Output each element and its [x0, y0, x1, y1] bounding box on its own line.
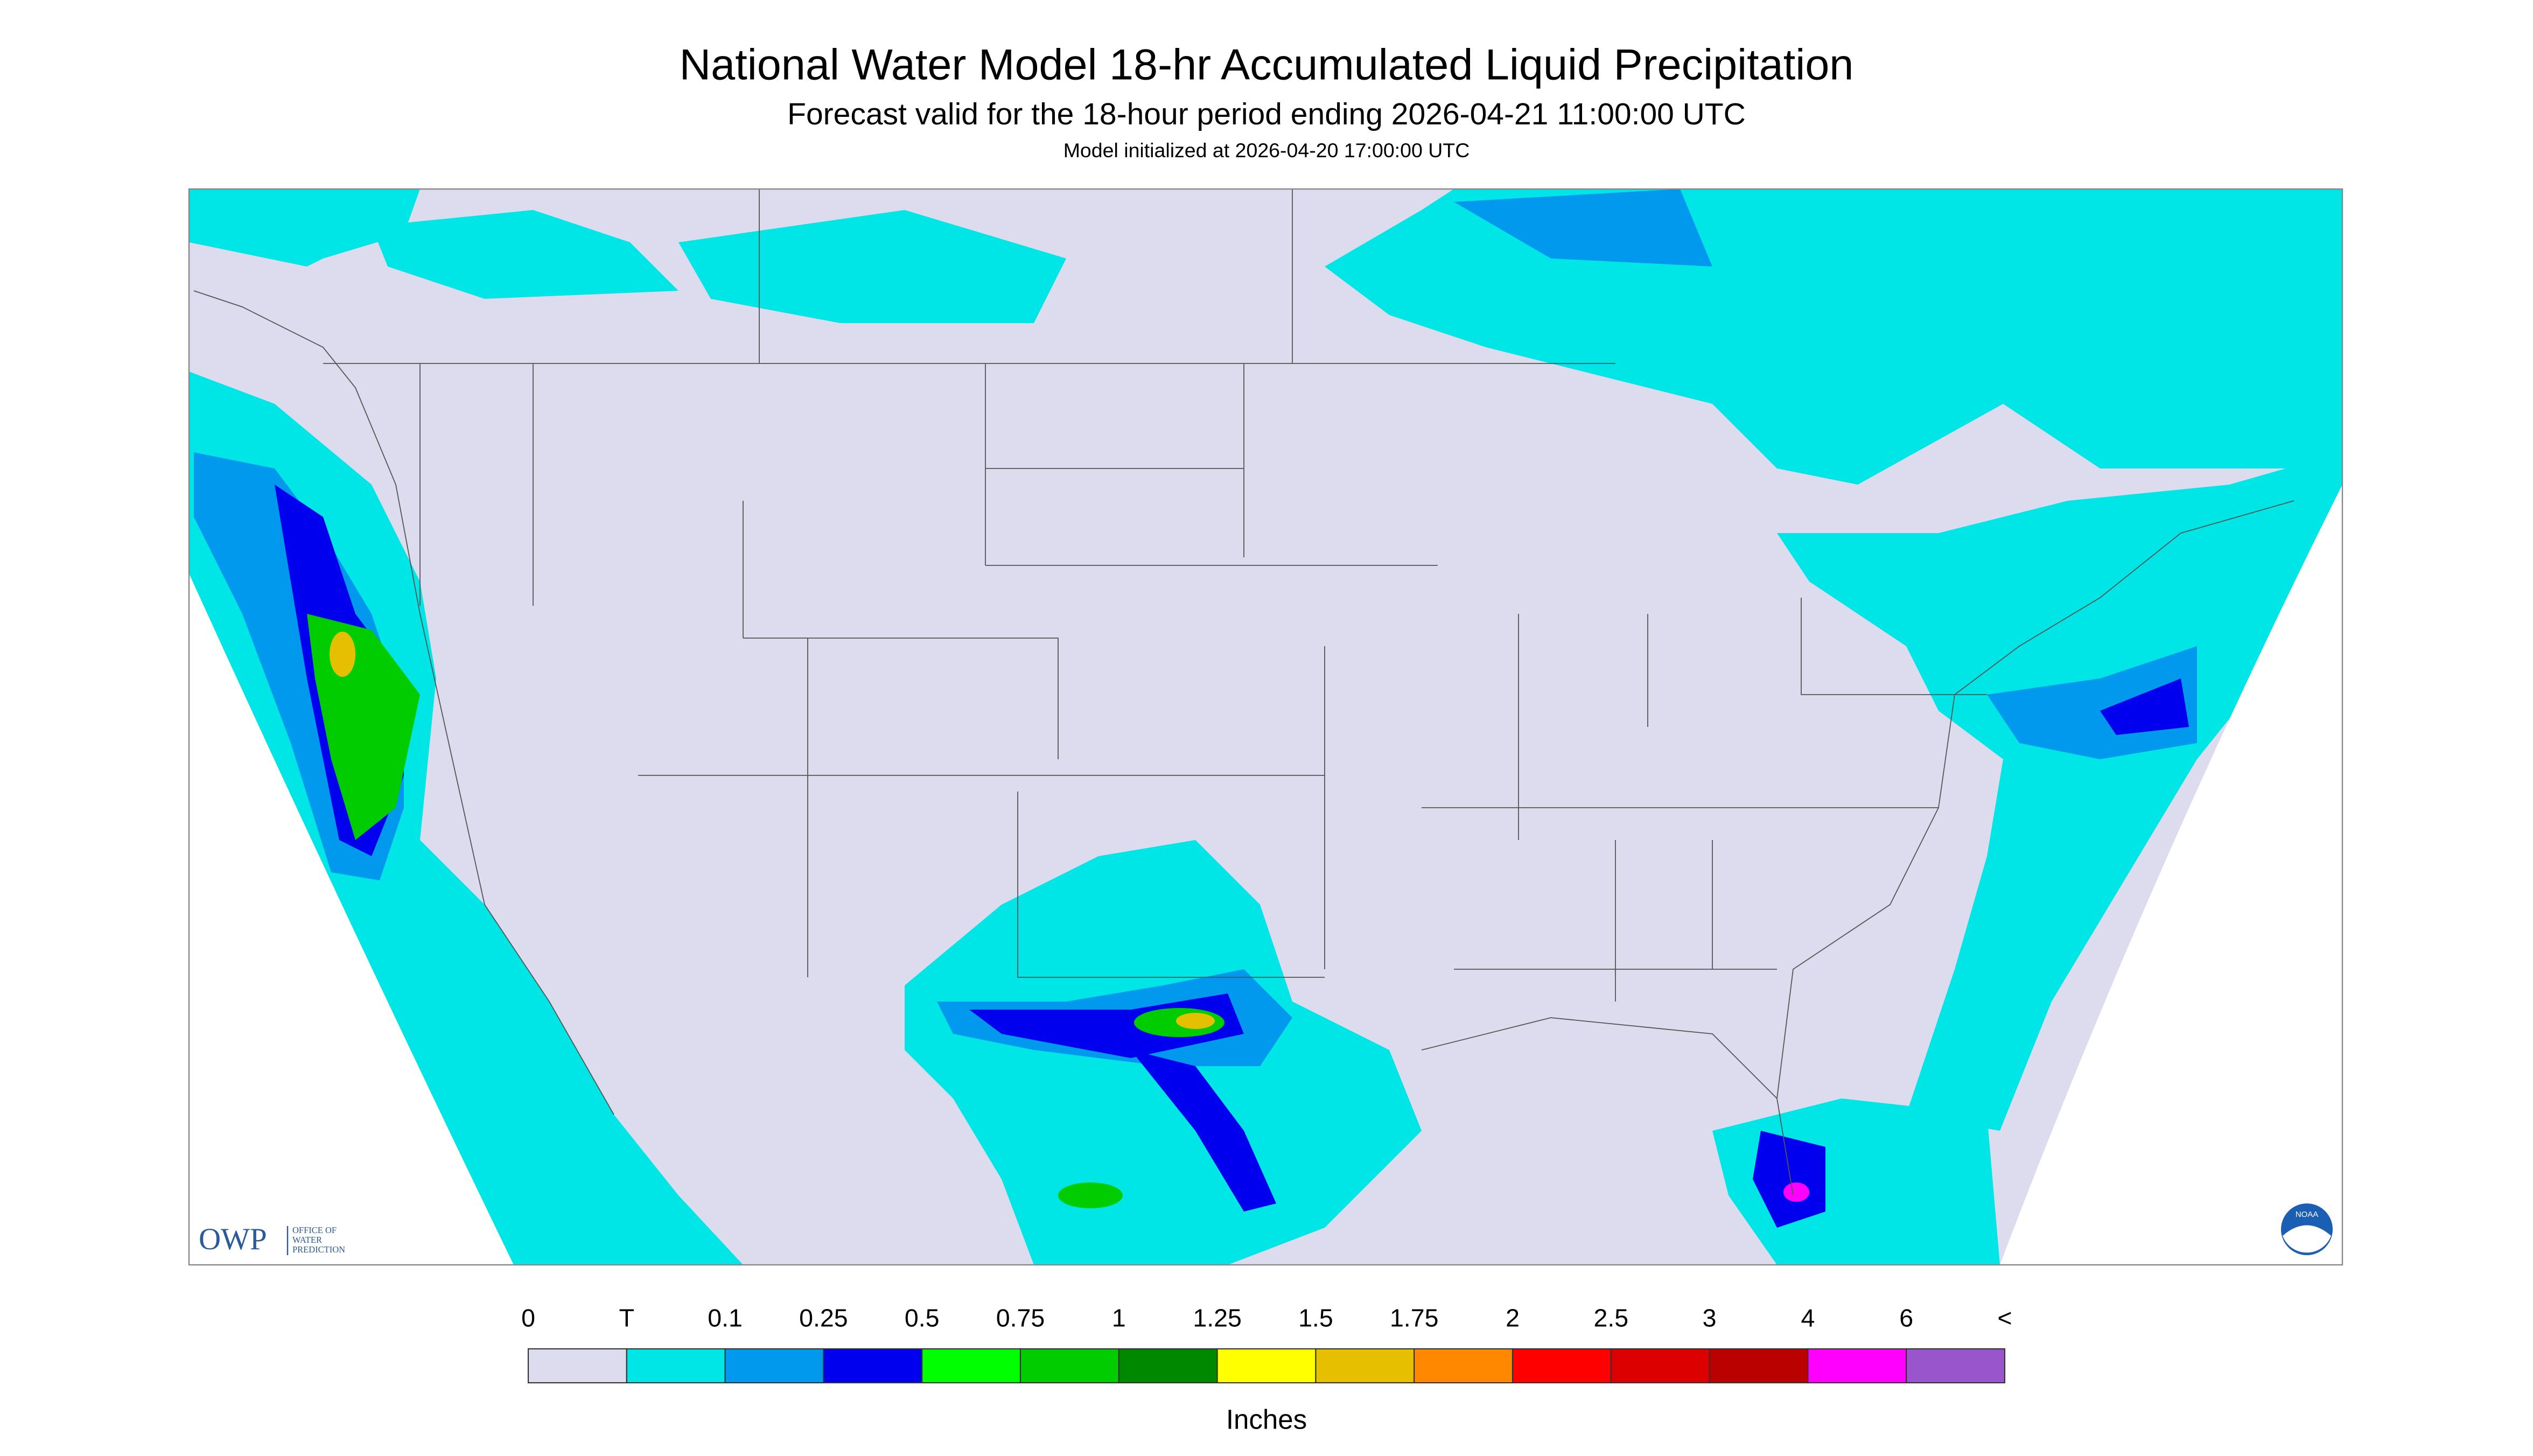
domain-mask-left — [189, 573, 514, 1265]
owp-name: PREDICTION — [292, 1244, 345, 1255]
legend-swatch — [626, 1348, 726, 1384]
noaa-logo-wave — [2283, 1225, 2331, 1253]
init-time: Model initialized at 2026-04-20 17:00:00… — [1063, 139, 1470, 162]
legend-swatch — [1019, 1348, 1119, 1384]
legend: 0 T 0.1 0.25 0.5 0.75 1 1.25 1.5 1.75 2 2.5 3 4 6 < — [521, 1304, 2012, 1384]
legend-label: 1.75 — [1390, 1304, 1439, 1332]
noaa-logo-text: NOAA — [2296, 1210, 2319, 1219]
legend-label: 6 — [1899, 1304, 1913, 1332]
legend-label: 2 — [1506, 1304, 1520, 1332]
owp-name: OFFICE OF — [292, 1225, 337, 1235]
legend-swatch — [823, 1348, 923, 1384]
legend-swatch — [527, 1348, 627, 1384]
subtitle: Forecast valid for the 18-hour period en… — [787, 97, 1746, 131]
owp-logo: OWP — [199, 1222, 267, 1256]
owp-name: WATER — [292, 1235, 322, 1245]
legend-swatch — [921, 1348, 1021, 1384]
legend-label: 1 — [1112, 1304, 1126, 1332]
legend-label: 0.1 — [708, 1304, 743, 1332]
legend-swatch — [1906, 1348, 2006, 1384]
legend-label: < — [1997, 1304, 2012, 1332]
legend-swatch — [1118, 1348, 1218, 1384]
legend-swatch — [1807, 1348, 1907, 1384]
legend-label: 0.25 — [799, 1304, 848, 1332]
domain-mask-right — [2000, 485, 2342, 1265]
map-frame — [188, 188, 2343, 1266]
legend-swatch — [1414, 1348, 1514, 1384]
title: National Water Model 18-hr Accumulated L… — [680, 40, 1854, 89]
legend-label: 0.75 — [996, 1304, 1045, 1332]
legend-label: 4 — [1801, 1304, 1815, 1332]
map: OWP OFFICE OF WATER PREDICTION NOAA — [188, 188, 2343, 1266]
legend-unit: Inches — [1226, 1404, 1307, 1434]
legend-label: T — [619, 1304, 634, 1332]
legend-swatch — [1315, 1348, 1415, 1384]
boundaries — [193, 189, 2294, 1196]
legend-label: 3 — [1703, 1304, 1717, 1332]
legend-label: 2.5 — [1593, 1304, 1628, 1332]
legend-swatch — [724, 1348, 824, 1384]
legend-swatch — [1512, 1348, 1612, 1384]
legend-swatch — [1216, 1348, 1317, 1384]
legend-swatch — [1610, 1348, 1710, 1384]
legend-label: 0 — [521, 1304, 535, 1332]
legend-label: 1.25 — [1193, 1304, 1242, 1332]
legend-label: 1.5 — [1298, 1304, 1333, 1332]
legend-swatch — [1709, 1348, 1809, 1384]
legend-label: 0.5 — [905, 1304, 940, 1332]
